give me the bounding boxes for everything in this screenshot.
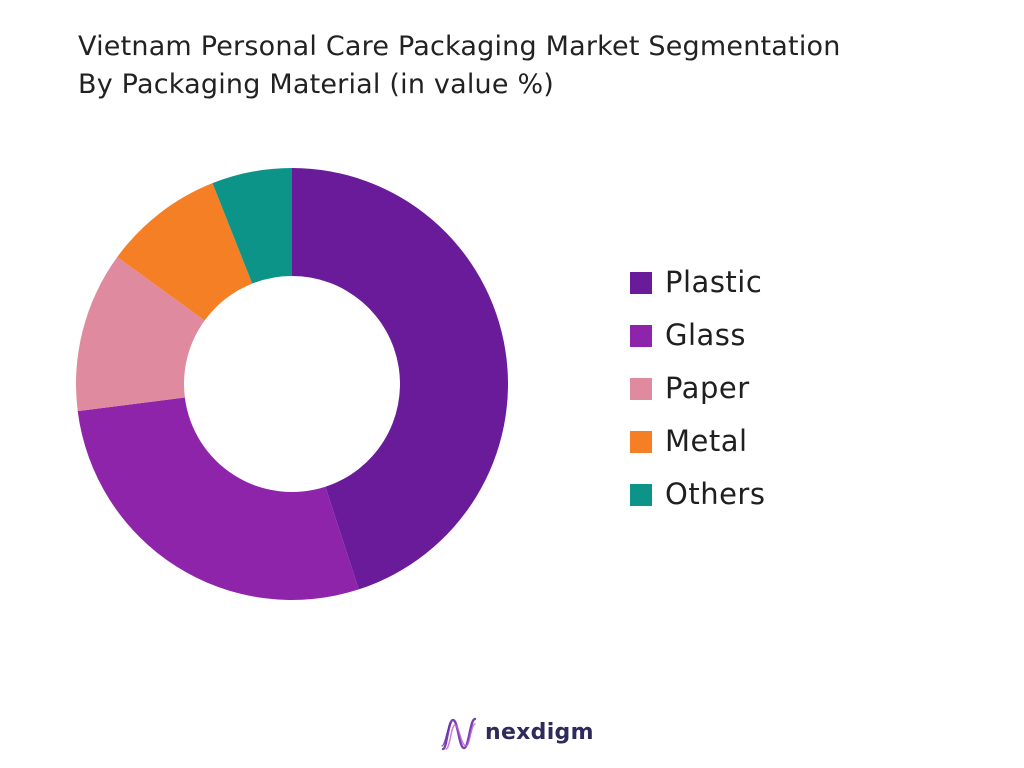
legend-item-glass: Glass — [630, 317, 930, 353]
donut-slice-plastic — [292, 168, 509, 590]
legend-label-paper: Paper — [665, 371, 750, 405]
chart-title-line-2: By Packaging Material (in value %) — [78, 69, 555, 100]
chart-legend: Plastic Glass Paper Metal Others — [630, 264, 930, 529]
legend-label-plastic: Plastic — [665, 265, 763, 299]
legend-label-metal: Metal — [665, 424, 748, 458]
nexdigm-logo-icon — [441, 717, 477, 751]
legend-swatch-paper — [630, 378, 652, 400]
legend-swatch-plastic — [630, 272, 652, 294]
chart-title: Vietnam Personal Care Packaging Market S… — [78, 28, 998, 104]
legend-item-others: Others — [630, 476, 930, 512]
chart-title-line-1: Vietnam Personal Care Packaging Market S… — [78, 31, 841, 62]
legend-item-metal: Metal — [630, 423, 930, 459]
legend-swatch-glass — [630, 325, 652, 347]
legend-swatch-others — [630, 484, 652, 506]
donut-slice-others — [212, 168, 292, 284]
legend-label-others: Others — [665, 477, 766, 511]
donut-slice-glass — [77, 397, 359, 601]
donut-chart — [76, 168, 509, 601]
donut-slice-metal — [117, 183, 253, 321]
brand-name: nexdigm — [485, 720, 594, 745]
legend-item-plastic: Plastic — [630, 264, 930, 300]
donut-slice-paper — [76, 257, 205, 412]
legend-swatch-metal — [630, 431, 652, 453]
brand-footer: nexdigm — [440, 714, 600, 754]
legend-label-glass: Glass — [665, 318, 747, 352]
legend-item-paper: Paper — [630, 370, 930, 406]
